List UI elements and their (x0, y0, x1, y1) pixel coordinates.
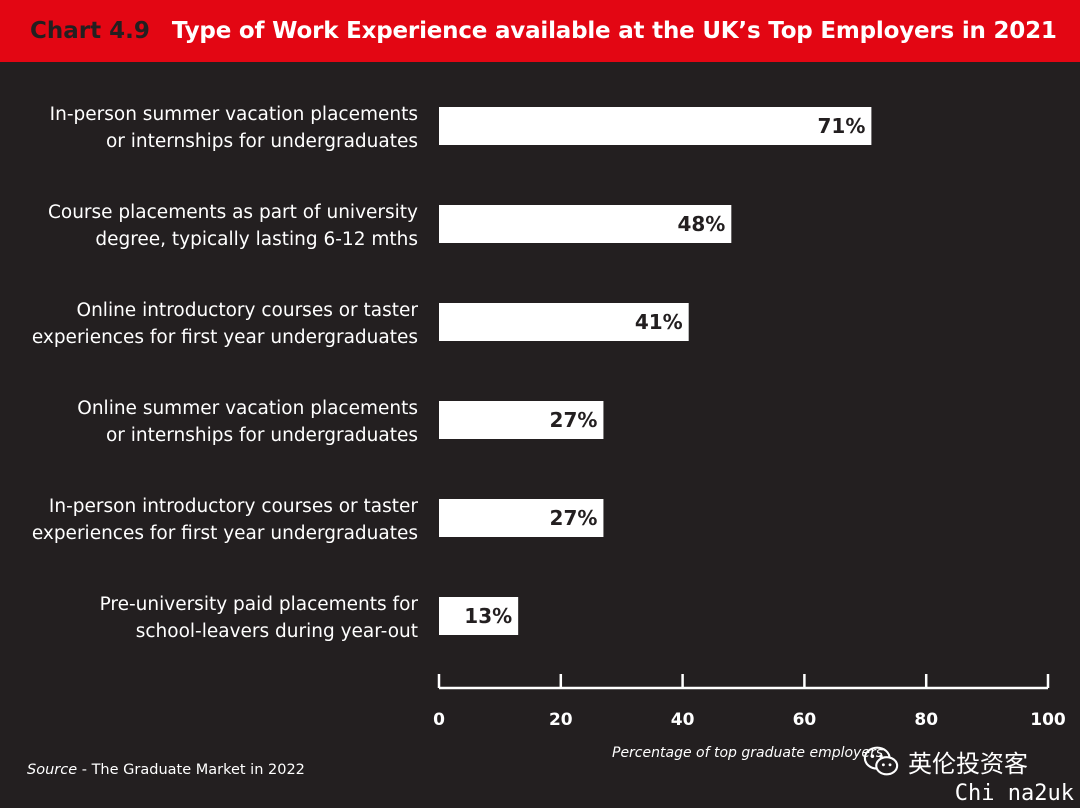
category-label: or internships for undergraduates (106, 131, 418, 152)
bar (439, 401, 604, 439)
watermark-text: 英伦投资客 (908, 749, 1028, 778)
chart-title: Type of Work Experience available at the… (171, 18, 1057, 44)
source-prefix: Source (27, 762, 78, 778)
bar-value-label: 41% (635, 310, 683, 334)
bar-value-label: 71% (818, 114, 866, 138)
category-label: In-person summer vacation placements (50, 104, 418, 125)
category-label: Online introductory courses or taster (77, 300, 419, 321)
x-tick-label: 80 (914, 710, 938, 730)
x-axis-title: Percentage of top graduate employers (612, 745, 883, 761)
bar-value-label: 27% (550, 506, 598, 530)
source-text: - The Graduate Market in 2022 (77, 762, 305, 778)
watermark: 英伦投资客 (862, 742, 1028, 780)
category-label: experiences for first year undergraduate… (32, 523, 418, 544)
bar (439, 303, 689, 341)
category-label: degree, typically lasting 6-12 mths (95, 229, 418, 250)
category-label: school-leavers during year-out (136, 621, 418, 642)
x-tick-label: 0 (433, 710, 445, 730)
bar-value-label: 27% (550, 408, 598, 432)
x-tick-label: 100 (1030, 710, 1066, 730)
x-tick-label: 40 (671, 710, 695, 730)
source-note: Source - The Graduate Market in 2022 (27, 762, 305, 778)
bar-value-label: 13% (464, 604, 512, 628)
x-tick-label: 20 (549, 710, 573, 730)
category-label: Course placements as part of university (48, 202, 418, 223)
bar-value-label: 48% (677, 212, 725, 236)
bar (439, 499, 604, 537)
category-label: experiences for first year undergraduate… (32, 327, 418, 348)
bar (439, 205, 732, 243)
chart-header: Chart 4.9 Type of Work Experience availa… (0, 0, 1080, 62)
category-label: or internships for undergraduates (106, 425, 418, 446)
chart-number: Chart 4.9 (30, 18, 150, 44)
wechat-icon (863, 746, 899, 776)
bar (439, 597, 519, 635)
watermark-sub: Chi na2uk (954, 781, 1074, 806)
x-tick-label: 60 (793, 710, 817, 730)
category-label: In-person introductory courses or taster (49, 496, 418, 517)
bar (439, 107, 872, 145)
category-label: Pre-university paid placements for (100, 594, 419, 615)
bar-chart: 71% In-person summer vacation placements o… (32, 104, 1066, 761)
category-label: Online summer vacation placements (77, 398, 418, 419)
